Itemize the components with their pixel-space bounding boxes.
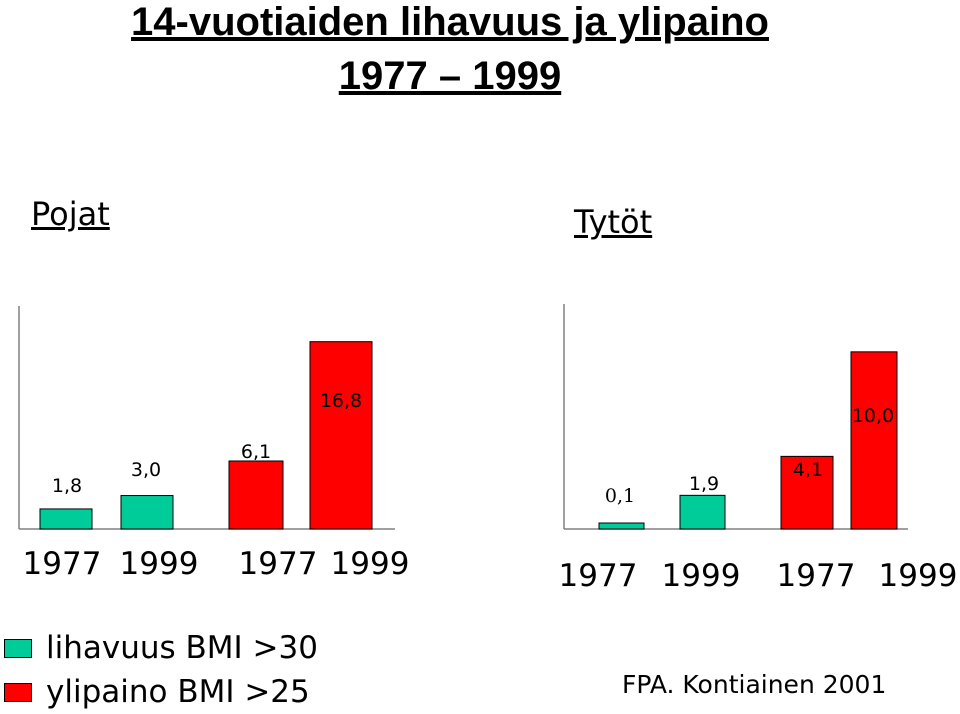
bar (39, 508, 93, 530)
data-label: 0,1 (605, 485, 635, 507)
x-tick-label: 1977 (559, 558, 638, 594)
x-tick-label: 1977 (777, 558, 856, 594)
bar (679, 494, 726, 530)
x-tick-label: 1999 (879, 558, 958, 594)
data-label: 6,1 (241, 441, 271, 463)
data-label: 3,0 (131, 459, 161, 481)
legend-label-ylipaino: ylipaino BMI >25 (46, 674, 310, 710)
bar (850, 351, 898, 530)
bar (228, 460, 284, 530)
chart-title-line1: 14-vuotiaiden lihavuus ja ylipaino (131, 0, 769, 44)
legend-swatch-ylipaino (4, 682, 32, 702)
data-label: 1,8 (52, 475, 82, 497)
x-tick-label: 1999 (331, 546, 410, 582)
legend-swatch-lihavuus (4, 638, 32, 658)
x-tick-label: 1999 (662, 558, 741, 594)
legend-item-ylipaino: ylipaino BMI >25 (4, 674, 310, 710)
data-label: 4,1 (793, 459, 823, 481)
data-label: 10,0 (852, 405, 894, 427)
bar (120, 495, 174, 530)
x-tick-label: 1977 (23, 546, 102, 582)
x-tick-label: 1977 (239, 546, 318, 582)
data-label: 1,9 (689, 473, 719, 495)
boys-chart-title: Pojat (31, 195, 110, 233)
x-tick-label: 1999 (120, 546, 199, 582)
source-credit: FPA. Kontiainen 2001 (622, 670, 887, 699)
data-label: 16,8 (320, 390, 362, 412)
legend-item-lihavuus: lihavuus BMI >30 (4, 630, 318, 666)
bar (309, 341, 373, 530)
girls-chart-title: Tytöt (574, 203, 653, 241)
legend-label-lihavuus: lihavuus BMI >30 (46, 630, 318, 666)
bar (780, 455, 834, 530)
chart-title-line2: 1977 – 1999 (338, 54, 562, 98)
bar (598, 522, 645, 530)
